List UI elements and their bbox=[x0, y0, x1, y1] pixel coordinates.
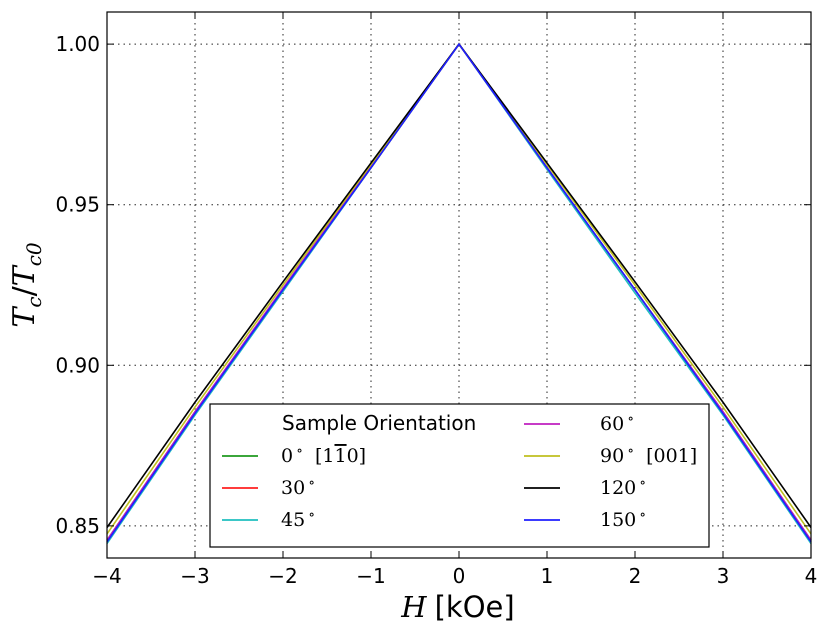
x-axis-label: H [kOe] bbox=[400, 590, 514, 624]
y-axis-label-num-sub: c bbox=[22, 296, 46, 307]
series-layer bbox=[106, 42, 812, 545]
legend-label-150-deg: 150 ∘ bbox=[600, 507, 646, 531]
x-tick-label: 3 bbox=[717, 564, 730, 588]
legend-label-120-deg: 120 ∘ bbox=[600, 475, 646, 499]
legend-label-0-deg: 0 ∘ [110] bbox=[281, 443, 366, 467]
x-tick-label: 1 bbox=[541, 564, 554, 588]
x-tick-label: 2 bbox=[629, 564, 642, 588]
x-tick-label: 4 bbox=[805, 564, 818, 588]
x-tick-label: −3 bbox=[180, 564, 209, 588]
legend-entries: 0 ∘ [110] 30 ∘ 45 ∘ 60 ∘ 90 ∘ [001] 120 ∘ 150 ∘ bbox=[222, 411, 697, 531]
legend-title: Sample Orientation bbox=[282, 411, 476, 435]
x-tick-label: 0 bbox=[453, 564, 466, 588]
x-tick-label: −4 bbox=[92, 564, 121, 588]
y-axis-label-num: T bbox=[7, 306, 42, 328]
legend-label-90-deg: 90 ∘ [001] bbox=[600, 443, 697, 467]
x-axis-label-var: H bbox=[400, 590, 427, 624]
legend-label-60-deg: 60 ∘ bbox=[600, 411, 634, 435]
y-axis-label-den: T bbox=[7, 264, 42, 286]
y-axis-label-den-sub: c0 bbox=[22, 242, 46, 266]
y-tick-label: 0.85 bbox=[55, 514, 100, 538]
y-axis-label: Tc/Tc0 bbox=[7, 242, 46, 328]
legend-label-30-deg: 30 ∘ bbox=[281, 475, 315, 499]
y-axis-label-slash: / bbox=[7, 285, 42, 296]
legend-box bbox=[209, 403, 710, 548]
x-tick-label: −2 bbox=[268, 564, 297, 588]
x-axis-label-unit: [kOe] bbox=[435, 590, 515, 624]
legend-label-45-deg: 45 ∘ bbox=[281, 507, 315, 531]
y-tick-label: 0.95 bbox=[55, 193, 100, 217]
x-tick-label: −1 bbox=[356, 564, 385, 588]
y-tick-label: 1.00 bbox=[55, 32, 100, 56]
y-tick-label: 0.90 bbox=[55, 353, 100, 377]
series-line-150-deg bbox=[106, 42, 812, 543]
ticks: −4 −3 −2 −1 0 1 2 3 4 0.85 0.90 0.95 1.00 bbox=[55, 12, 817, 588]
legend: Sample Orientation 0 ∘ [110] 30 ∘ 45 ∘ 60 ∘ 90 ∘ [0… bbox=[209, 403, 710, 548]
